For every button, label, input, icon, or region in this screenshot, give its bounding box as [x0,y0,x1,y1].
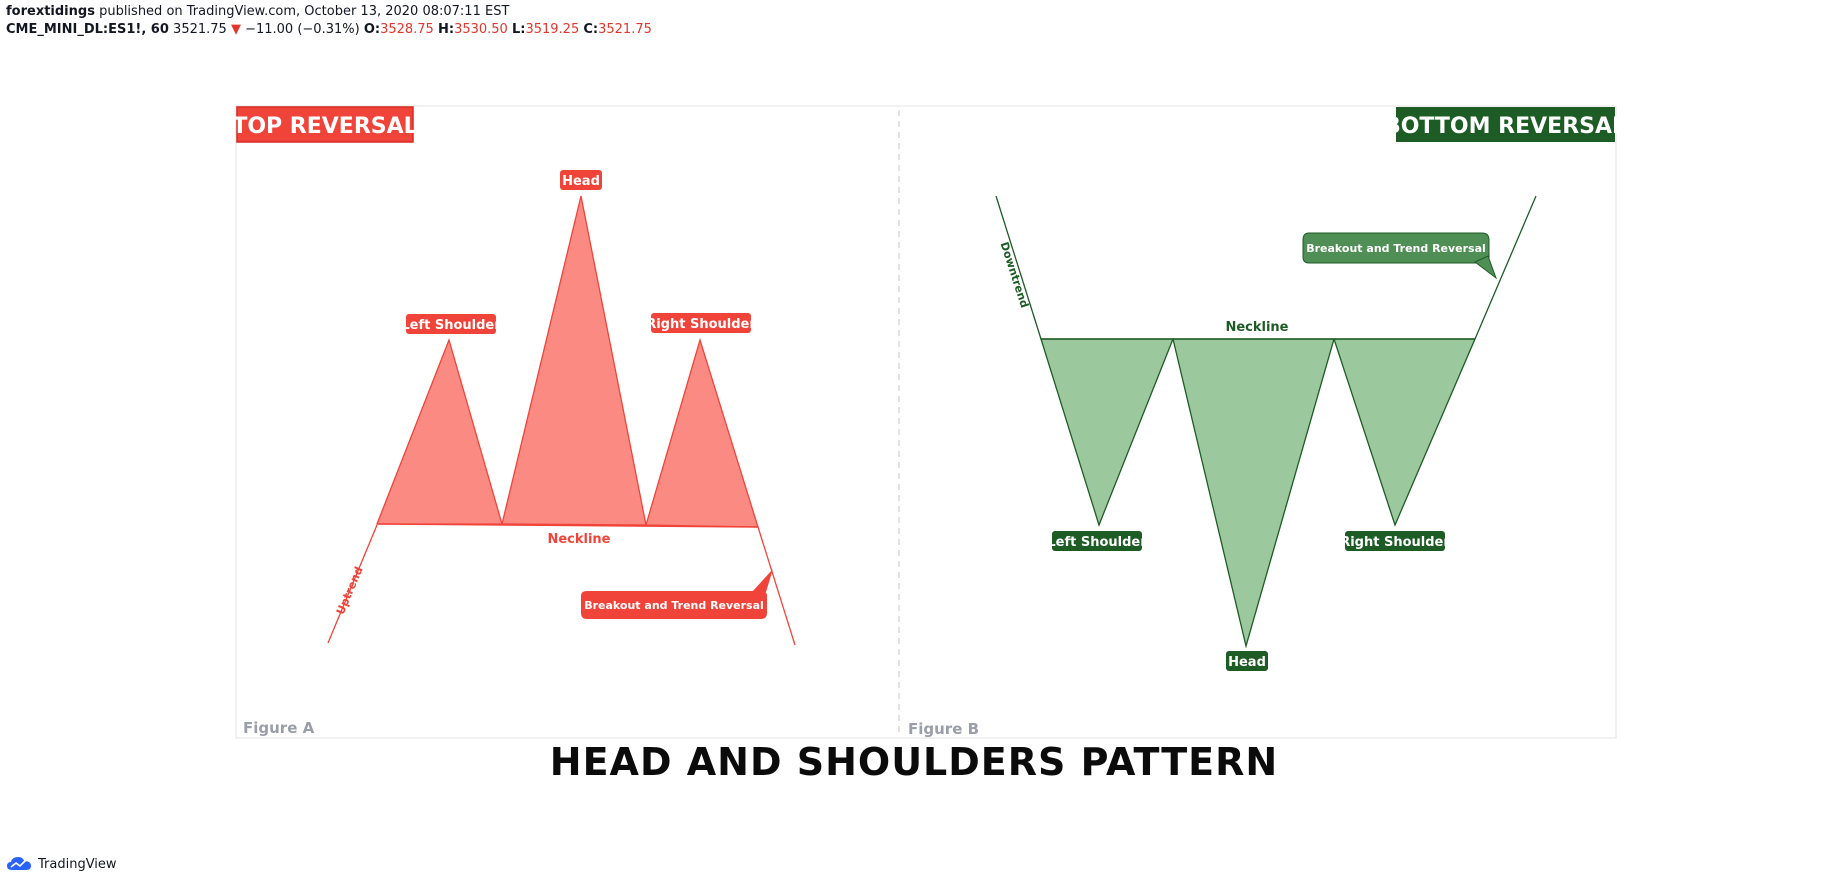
neckline-a [376,523,759,528]
publish-info: forextidings published on TradingView.co… [6,4,509,19]
callout-box-a [581,591,767,619]
tradingview-logo-icon [7,857,31,870]
low-value: 3519.25 [525,22,580,37]
head-label-box-b [1226,651,1268,671]
callout-text-a: Breakout and Trend Reversal [584,599,764,612]
downtrend-line [995,195,1042,340]
neckline-label-b: Neckline [1225,320,1288,335]
head-shape-b [1172,338,1335,649]
high-label: H: [437,22,455,37]
uptrend-label: Uptrend [334,565,366,617]
close-value: 3521.75 [598,22,652,37]
left-shoulder-label-box-a [406,314,496,334]
callout-text-b: Breakout and Trend Reversal [1306,242,1486,255]
open-label: O: [363,22,381,37]
left-shoulder-label-box-b [1052,531,1142,551]
figure-b: BOTTOM REVERSAL Neckline Downtrend Left … [908,107,1626,738]
symbol-name: CME_MINI_DL:ES1!, 60 [6,22,169,37]
figure-b-caption: Figure B [908,720,979,738]
figure-a-caption: Figure A [243,719,315,737]
last-price: 3521.75 [173,22,227,37]
right-shoulder-shape [645,337,759,528]
breakout-line [1474,195,1537,340]
symbol-info: CME_MINI_DL:ES1!, 60 3521.75 ▼ −11.00 (−… [6,22,652,37]
close-label: C: [583,22,599,37]
page-title: HEAD AND SHOULDERS PATTERN [549,740,1279,784]
figure-b-title: BOTTOM REVERSAL [1384,114,1626,139]
neckline-label-a: Neckline [547,532,610,547]
uptrend-line [327,524,378,644]
down-arrow-icon: ▼ [230,22,241,37]
left-shoulder-shape [376,337,503,525]
right-shoulder-label-box-b [1345,531,1445,551]
head-label-box-a [560,170,602,190]
brand-name: TradingView [38,856,117,872]
open-value: 3528.75 [380,22,434,37]
price-change: −11.00 (−0.31%) [245,22,360,37]
diagram-frame [235,105,1617,739]
right-shoulder-shape-b [1333,338,1476,527]
figure-a-title: TOP REVERSAL [232,114,417,139]
callout-pointer-a [752,569,773,592]
low-label: L: [511,22,526,37]
left-shoulder-label-a: Left Shoulder [401,318,501,333]
downtrend-label: Downtrend [998,240,1032,309]
breakdown-line [757,526,796,646]
callout-pointer-b [1474,255,1498,280]
right-shoulder-label-box-a [651,313,751,333]
author-name[interactable]: forextidings [6,4,95,19]
head-shape [501,195,647,526]
right-shoulder-label-a: Right Shoulder [646,317,756,332]
published-text: published on TradingView.com, October 13… [99,4,510,19]
tradingview-brand[interactable]: TradingView [6,856,117,872]
figure-a-title-box [236,106,414,143]
figure-a: TOP REVERSAL Head Left Shoulder Right Sh… [232,106,796,737]
figure-b-title-box [1396,107,1615,142]
head-label-a: Head [562,174,600,189]
left-shoulder-shape-b [1040,338,1174,527]
high-value: 3530.50 [454,22,508,37]
right-shoulder-label-b: Right Shoulder [1340,535,1450,550]
head-label-b: Head [1228,655,1266,670]
left-shoulder-label-b: Left Shoulder [1047,535,1147,550]
